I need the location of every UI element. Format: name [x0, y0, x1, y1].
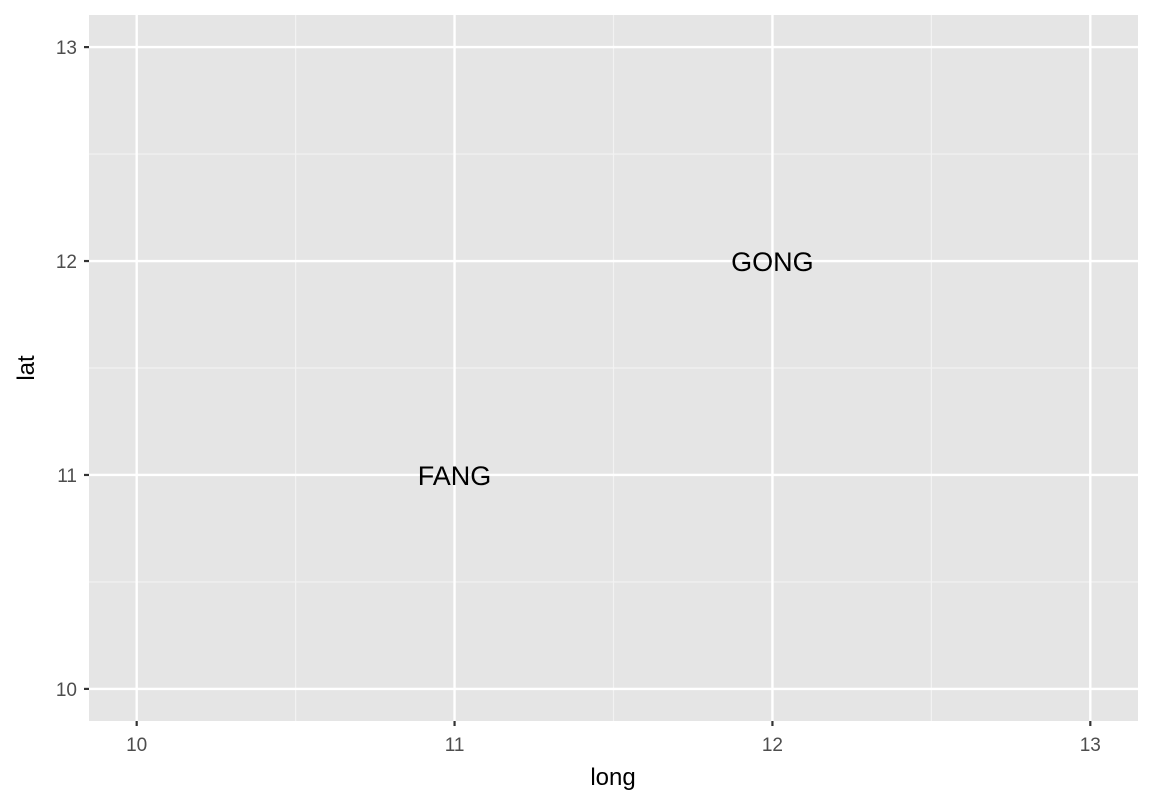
x-axis: 10 11 12 13: [126, 721, 1101, 756]
major-grid: [89, 15, 1138, 721]
x-tick-label: 10: [126, 735, 147, 756]
y-axis-title: lat: [13, 355, 40, 381]
minor-grid: [89, 15, 1138, 721]
y-axis: 10 11 12 13: [56, 38, 89, 701]
x-tick-label: 13: [1080, 735, 1101, 756]
point-label: GONG: [731, 247, 814, 277]
x-tick-label: 11: [445, 735, 465, 756]
y-tick-label: 13: [56, 38, 77, 59]
x-axis-title: long: [590, 764, 635, 791]
y-tick-label: 10: [56, 680, 77, 701]
y-tick-label: 11: [57, 466, 77, 487]
x-tick-label: 12: [762, 735, 783, 756]
point-label: FANG: [418, 461, 492, 491]
y-tick-label: 12: [56, 252, 77, 273]
text-marks: FANG GONG: [418, 247, 814, 491]
